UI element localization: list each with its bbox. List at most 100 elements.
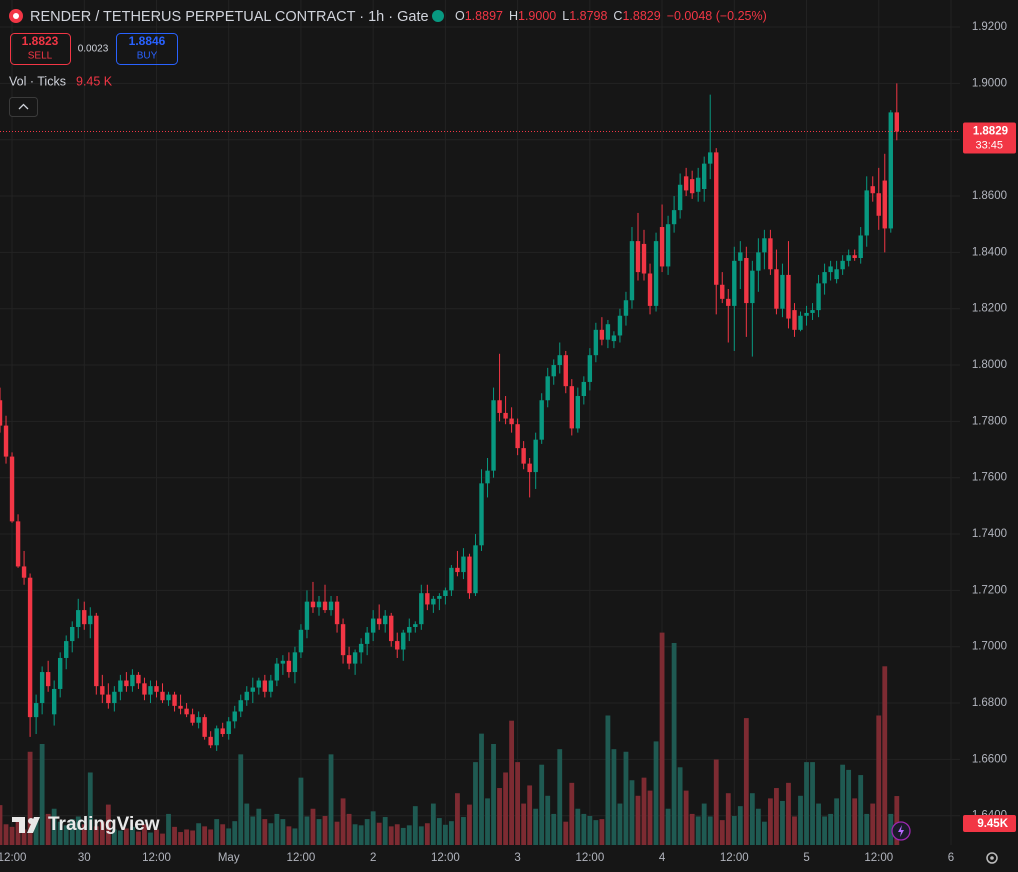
volume-bar	[515, 762, 521, 845]
volume-bar	[250, 816, 256, 845]
candle-body	[431, 598, 436, 605]
candle-body	[473, 545, 478, 594]
candle-body	[858, 235, 863, 259]
volume-bar	[93, 826, 99, 845]
candle-body	[425, 593, 430, 605]
candle-body	[581, 381, 587, 397]
y-tick-label: 1.8200	[972, 303, 1007, 315]
last-price-label: 1.8829	[973, 126, 1008, 138]
candle-body	[455, 567, 460, 573]
volume-bar	[665, 808, 671, 845]
ohlc-key: L	[562, 9, 569, 23]
volume-bar	[846, 769, 852, 845]
volume-bar	[364, 819, 370, 845]
candle-body	[33, 703, 39, 718]
volume-bar	[701, 803, 707, 845]
candle-body	[389, 615, 394, 642]
candle-body	[82, 610, 87, 625]
candle-body	[708, 152, 713, 164]
volume-bar	[725, 793, 731, 845]
settings-icon	[990, 856, 994, 860]
candle-body	[376, 618, 382, 625]
buy-button[interactable]	[116, 33, 178, 65]
volume-bar	[346, 813, 352, 845]
candle-body	[695, 177, 701, 192]
candle-body	[142, 683, 147, 695]
volume-bar	[707, 816, 713, 845]
volume-bar	[274, 813, 280, 845]
volume-bar	[39, 743, 45, 845]
y-tick-label: 1.7000	[972, 641, 1007, 653]
candle-body	[401, 632, 406, 650]
candle-body	[870, 186, 875, 194]
logo-text: TradingView	[48, 814, 160, 835]
volume-bar	[551, 813, 557, 845]
volume-bar	[75, 816, 81, 845]
volume-tag	[963, 815, 1016, 832]
y-tick-label: 1.7800	[972, 415, 1007, 427]
candle-body	[750, 270, 755, 304]
candle-body	[328, 601, 334, 611]
volume-bar	[232, 821, 238, 845]
volume-bar	[358, 825, 364, 845]
volume-bar	[15, 819, 21, 845]
volume-bar	[467, 804, 472, 845]
candle-body	[720, 284, 725, 299]
candle-body	[0, 400, 3, 426]
candle-body	[184, 708, 189, 715]
x-tick-label: 5	[803, 852, 809, 864]
sell-button[interactable]	[10, 33, 71, 65]
volume-bar	[33, 818, 39, 845]
sell-price: 1.8823	[22, 34, 59, 48]
candle-body	[882, 180, 887, 229]
x-tick-label: 12:00	[575, 852, 604, 864]
candle-body	[232, 711, 237, 722]
candle-body	[798, 315, 803, 330]
volume-bar	[461, 817, 466, 845]
candle-body	[521, 448, 526, 464]
volume-bar	[768, 798, 773, 845]
volume-bar	[0, 805, 3, 845]
volume-bar	[63, 825, 69, 845]
volume-bar	[629, 780, 635, 845]
volume-bar	[268, 823, 274, 845]
candle-body	[413, 624, 418, 627]
candle-body	[744, 258, 749, 304]
volume-bar	[57, 821, 63, 845]
volume-bar	[527, 785, 533, 845]
volume-bar	[479, 733, 484, 845]
x-tick-label: 12:00	[142, 852, 171, 864]
candle-body	[220, 728, 225, 735]
candle-body	[641, 243, 647, 274]
settings-button[interactable]	[986, 852, 998, 864]
volume-bar	[3, 824, 9, 845]
volume-bar	[671, 642, 677, 845]
candle-body	[894, 112, 900, 132]
x-tick-label: 12:00	[0, 852, 26, 864]
collapse-button[interactable]	[9, 97, 38, 117]
volume-bar	[575, 808, 581, 845]
volume-legend-name: Vol · Ticks	[9, 74, 66, 88]
volume-bar	[262, 819, 268, 845]
ohlc-value: 1.8798	[569, 9, 607, 23]
candle-body	[449, 567, 454, 591]
candle-body	[15, 521, 21, 567]
volume-bar	[442, 824, 448, 845]
volume-bar	[136, 831, 141, 845]
volume-bar	[509, 720, 514, 845]
volume-bar	[256, 808, 262, 845]
volume-bar	[840, 764, 846, 845]
volume-bar	[503, 772, 508, 845]
candle-body	[611, 335, 617, 342]
candle-body	[130, 674, 135, 687]
volume-bar	[587, 815, 593, 845]
candle-body	[214, 728, 219, 746]
candle-body	[888, 112, 893, 229]
volume-tag-label: 9.45K	[977, 818, 1008, 830]
candle-body	[178, 705, 183, 709]
volume-bar	[695, 816, 701, 845]
volume-bar	[418, 826, 424, 845]
volume-bar	[713, 759, 719, 845]
volume-pane	[0, 632, 900, 845]
